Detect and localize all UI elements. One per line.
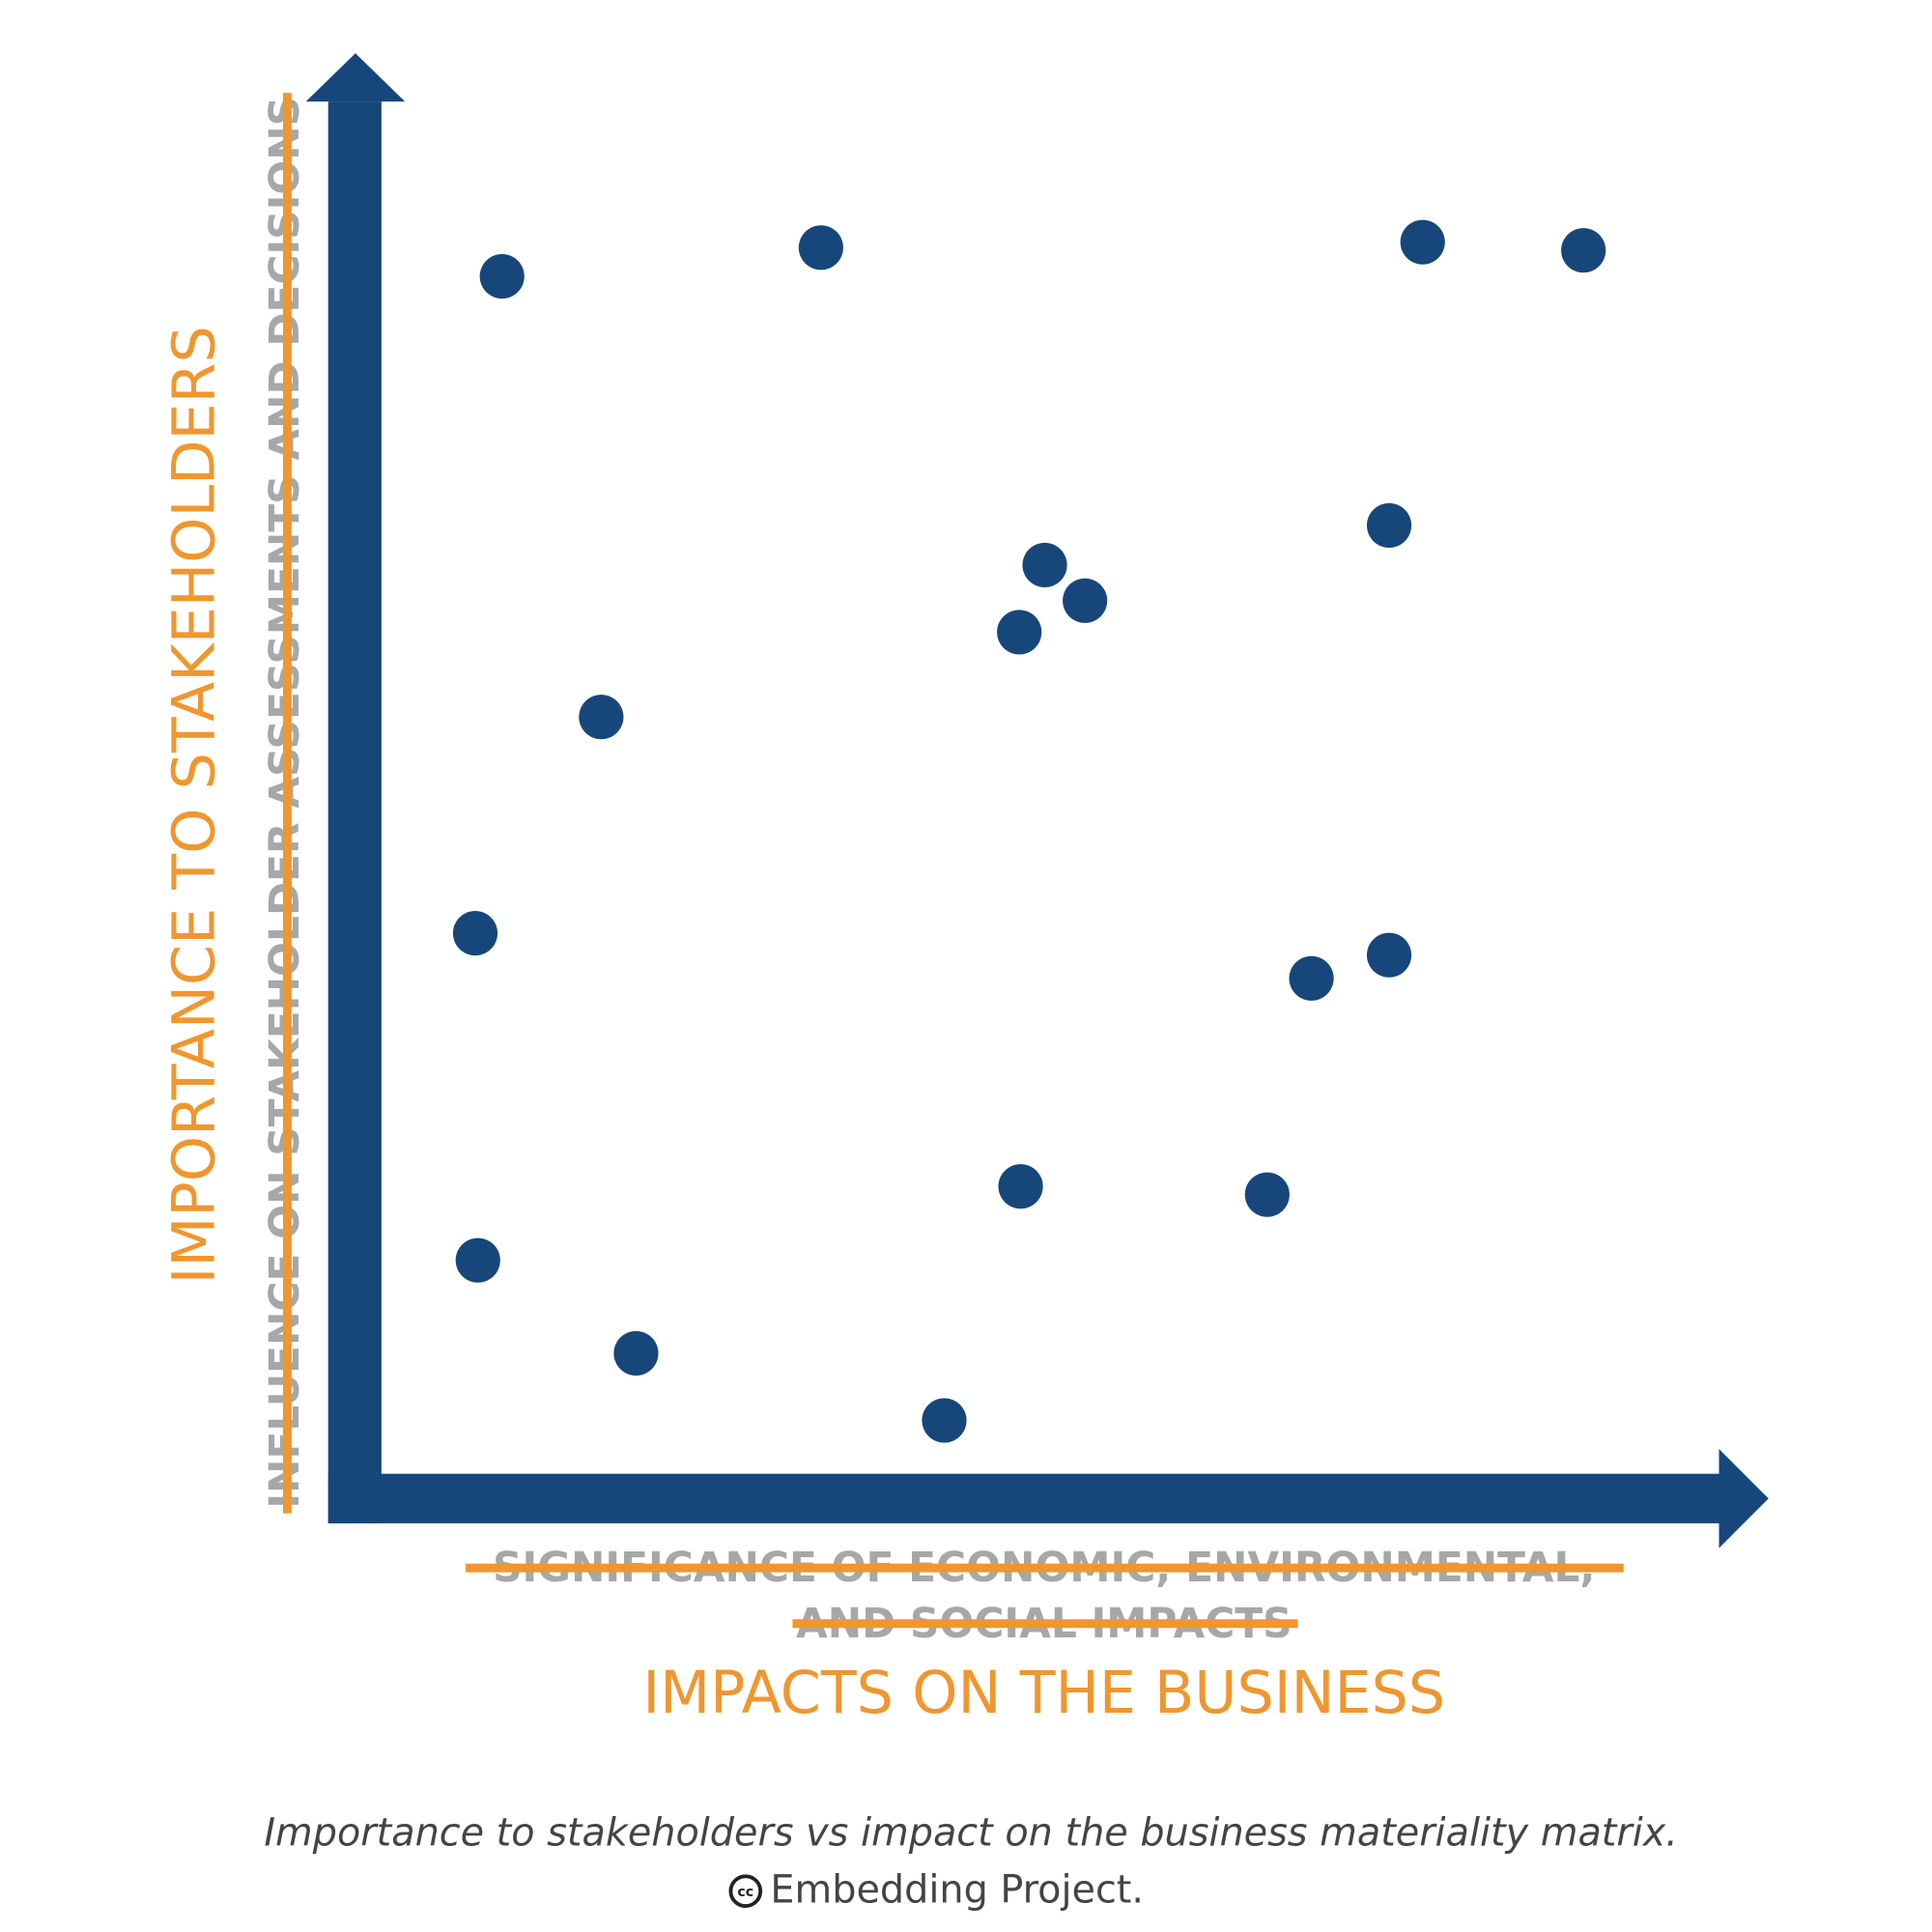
dot xyxy=(798,225,843,270)
dot xyxy=(452,910,498,956)
dot xyxy=(998,1164,1043,1209)
y-axis-arrow xyxy=(305,53,406,102)
dot xyxy=(1244,1172,1290,1217)
y-axis xyxy=(327,101,382,1523)
dot xyxy=(1289,955,1334,1001)
dot xyxy=(1400,219,1445,265)
dot xyxy=(455,1237,500,1283)
dot xyxy=(922,1398,967,1443)
dot xyxy=(1063,578,1108,623)
cc-icon-text: cc xyxy=(737,1885,753,1900)
dot xyxy=(613,1330,659,1377)
dot xyxy=(479,253,525,299)
y-label: IMPORTANCE TO STAKEHOLDERS xyxy=(161,326,229,1284)
dot xyxy=(579,695,624,740)
x-axis-arrow xyxy=(1719,1449,1769,1548)
x-label: IMPACTS ON THE BUSINESS xyxy=(642,1660,1445,1727)
dot xyxy=(1561,228,1606,273)
cc-icon xyxy=(728,1874,763,1909)
credit: Embedding Project. xyxy=(770,1867,1144,1912)
x-axis xyxy=(327,1473,1722,1523)
dot xyxy=(1366,502,1412,548)
dot xyxy=(997,610,1042,655)
caption: Importance to stakeholders vs impact on … xyxy=(264,1811,1678,1856)
dot xyxy=(1022,542,1067,588)
dot xyxy=(1366,932,1412,978)
